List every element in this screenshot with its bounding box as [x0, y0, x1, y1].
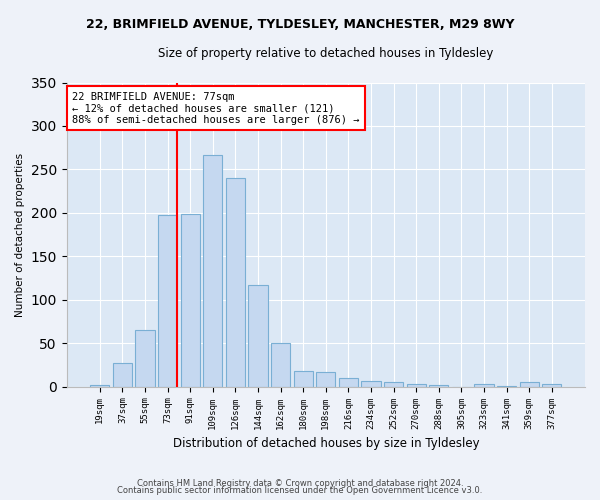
Text: Contains HM Land Registry data © Crown copyright and database right 2024.: Contains HM Land Registry data © Crown c… — [137, 478, 463, 488]
Bar — [293, 371, 313, 386]
Text: 22, BRIMFIELD AVENUE, TYLDESLEY, MANCHESTER, M29 8WY: 22, BRIMFIELD AVENUE, TYLDESLEY, MANCHES… — [86, 18, 514, 30]
Title: Size of property relative to detached houses in Tyldesley: Size of property relative to detached ho… — [158, 48, 494, 60]
Text: Contains public sector information licensed under the Open Government Licence v3: Contains public sector information licen… — [118, 486, 482, 495]
Bar — [429, 385, 448, 386]
Bar — [113, 363, 132, 386]
Text: 22 BRIMFIELD AVENUE: 77sqm
← 12% of detached houses are smaller (121)
88% of sem: 22 BRIMFIELD AVENUE: 77sqm ← 12% of deta… — [72, 92, 359, 125]
Bar — [90, 385, 109, 386]
Bar — [271, 343, 290, 386]
Bar — [181, 214, 200, 386]
Bar — [361, 382, 380, 386]
Bar — [158, 214, 177, 386]
Bar — [136, 330, 155, 386]
Y-axis label: Number of detached properties: Number of detached properties — [15, 152, 25, 316]
Bar — [316, 372, 335, 386]
Bar — [407, 384, 426, 386]
Bar — [339, 378, 358, 386]
Bar — [226, 178, 245, 386]
Bar — [384, 382, 403, 386]
Bar — [520, 382, 539, 386]
Bar — [542, 384, 562, 386]
Bar — [248, 285, 268, 386]
Bar — [203, 154, 223, 386]
X-axis label: Distribution of detached houses by size in Tyldesley: Distribution of detached houses by size … — [173, 437, 479, 450]
Bar — [475, 384, 494, 386]
